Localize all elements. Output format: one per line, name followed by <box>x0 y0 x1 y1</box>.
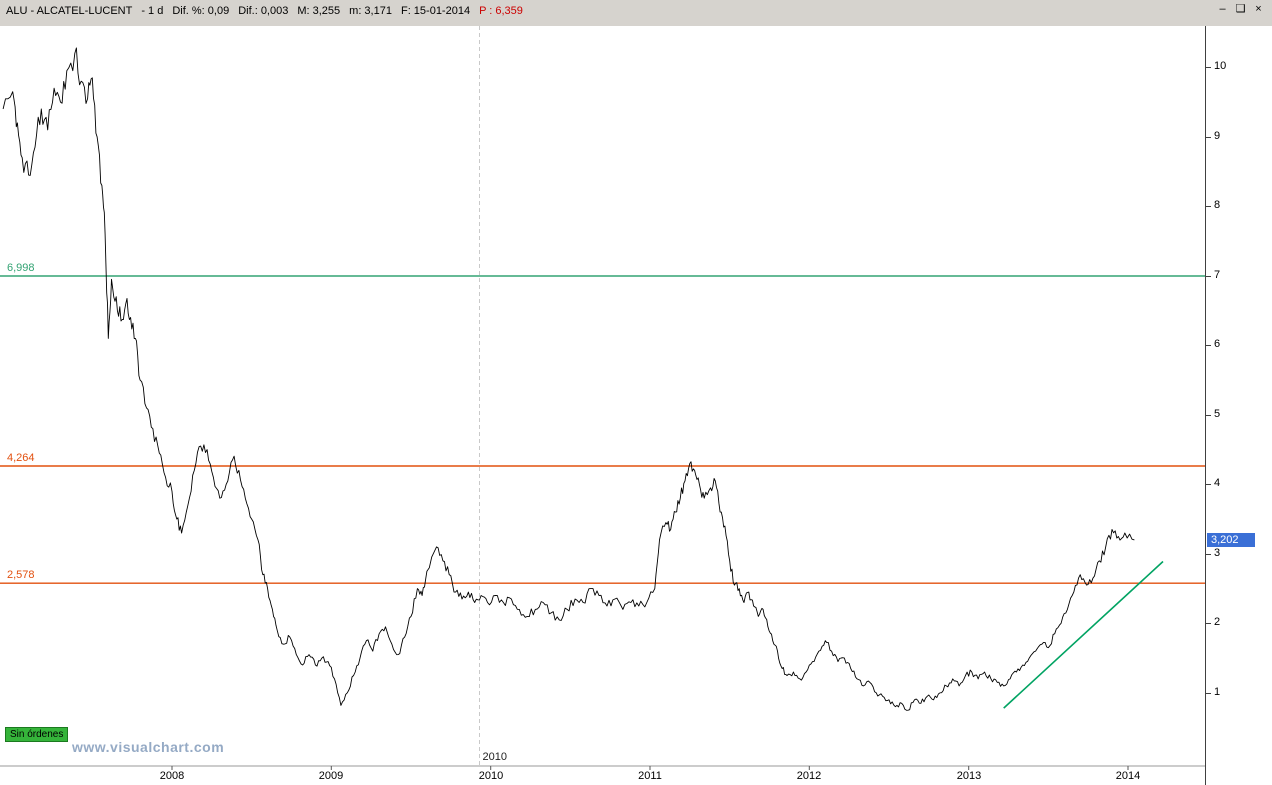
maximize-button[interactable]: ❑ <box>1235 3 1246 15</box>
title-segment-max-value: M: 3,255 <box>297 5 341 17</box>
vertical-marker-label: 2010 <box>482 751 507 763</box>
price-tick-4 <box>1206 484 1211 485</box>
price-tick-6 <box>1206 345 1211 346</box>
level-label-4,264: 4,264 <box>7 452 35 464</box>
year-label-2010: 2010 <box>478 770 504 782</box>
title-segment-date-value: F: 15-01-2014 <box>400 5 471 17</box>
year-label-2011: 2011 <box>638 770 662 782</box>
title-segment-dif-pct: Dif. %: 0,09 <box>172 5 230 17</box>
time-axis[interactable]: 2008 2009 2010 2011 2012 2013 2014 <box>0 766 1205 785</box>
year-label-2009: 2009 <box>318 770 344 782</box>
watermark: www.visualchart.com <box>72 739 225 755</box>
price-tick-9 <box>1206 137 1211 138</box>
title-segment-symbol-title: ALU - ALCATEL-LUCENT <box>6 5 133 17</box>
price-tick-10 <box>1206 67 1211 68</box>
price-label-9: 9 <box>1214 130 1221 142</box>
price-axis[interactable]: 1 2 3 4 5 6 7 8 9 10 3,202 <box>1205 26 1272 785</box>
price-label-3: 3 <box>1214 547 1221 559</box>
close-button[interactable]: × <box>1255 3 1262 15</box>
title-bar[interactable]: ALU - ALCATEL-LUCENT - 1 d Dif. %: 0,09 Dif… <box>0 0 1272 26</box>
price-label-4: 4 <box>1214 477 1221 489</box>
minimize-button[interactable]: – <box>1219 3 1226 15</box>
title-text: ALU - ALCATEL-LUCENT - 1 d Dif. %: 0,09 Dif… <box>6 5 532 17</box>
title-segment-dif-abs: Dif.: 0,003 <box>238 5 289 17</box>
price-label-1: 1 <box>1214 686 1221 698</box>
trend-line[interactable] <box>1003 560 1164 709</box>
price-label-6: 6 <box>1214 338 1221 350</box>
title-segment-p-value: P : 6,359 <box>479 5 523 17</box>
window-controls: – ❑ × <box>1215 2 1266 17</box>
level-label-2,578: 2,578 <box>7 569 35 581</box>
price-tick-1 <box>1206 693 1211 694</box>
price-tick-5 <box>1206 415 1211 416</box>
chart-canvas[interactable]: 6,998 4,264 2,578 2010 2008 2009 2010 2011 201… <box>0 26 1205 785</box>
price-label-5: 5 <box>1214 408 1221 420</box>
price-series <box>2 47 1135 711</box>
orders-status-badge: Sin órdenes <box>5 727 69 742</box>
year-label-2013: 2013 <box>956 770 982 782</box>
price-label-2: 2 <box>1214 616 1221 628</box>
price-label-7: 7 <box>1214 269 1221 281</box>
year-label-2014: 2014 <box>1115 770 1141 782</box>
price-label-8: 8 <box>1214 199 1221 211</box>
price-tick-7 <box>1206 276 1211 277</box>
price-tick-3 <box>1206 554 1211 555</box>
level-label-6,998: 6,998 <box>7 262 35 274</box>
year-label-2012: 2012 <box>796 770 822 782</box>
year-label-2008: 2008 <box>159 770 185 782</box>
price-tick-8 <box>1206 206 1211 207</box>
price-tick-2 <box>1206 623 1211 624</box>
price-label-10: 10 <box>1214 60 1227 72</box>
price-chart-svg[interactable] <box>0 26 1205 785</box>
title-segment-min-value: m: 3,171 <box>349 5 392 17</box>
last-price-badge: 3,202 <box>1207 533 1255 547</box>
title-segment-timeframe: - 1 d <box>141 5 164 17</box>
